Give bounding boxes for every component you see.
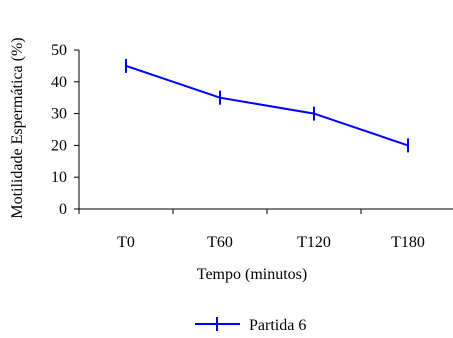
x-tick-label: T120 [297, 234, 331, 251]
x-tick-label: T0 [117, 234, 135, 251]
series-layer [125, 58, 409, 153]
series-line-partida-6 [125, 64, 409, 147]
x-axis-ticks: T0 T60 T120 T180 [78, 209, 425, 251]
legend-label-partida-6: Partida 6 [249, 317, 306, 334]
y-tick-label: 30 [51, 106, 67, 123]
y-axis-ticks: 0 10 20 30 40 50 [51, 42, 79, 218]
y-tick-label: 10 [51, 169, 67, 186]
y-tick-label: 50 [51, 42, 67, 59]
x-tick-label: T180 [391, 234, 425, 251]
x-axis-label: Tempo (minutos) [197, 266, 307, 283]
y-axis-label: Motilidade Espermática (%) [9, 37, 26, 218]
y-tick-label: 40 [51, 74, 67, 91]
y-tick-label: 20 [51, 137, 67, 154]
x-tick-label: T60 [207, 234, 233, 251]
legend: Partida 6 [195, 317, 306, 334]
y-tick-label: 0 [59, 201, 67, 218]
